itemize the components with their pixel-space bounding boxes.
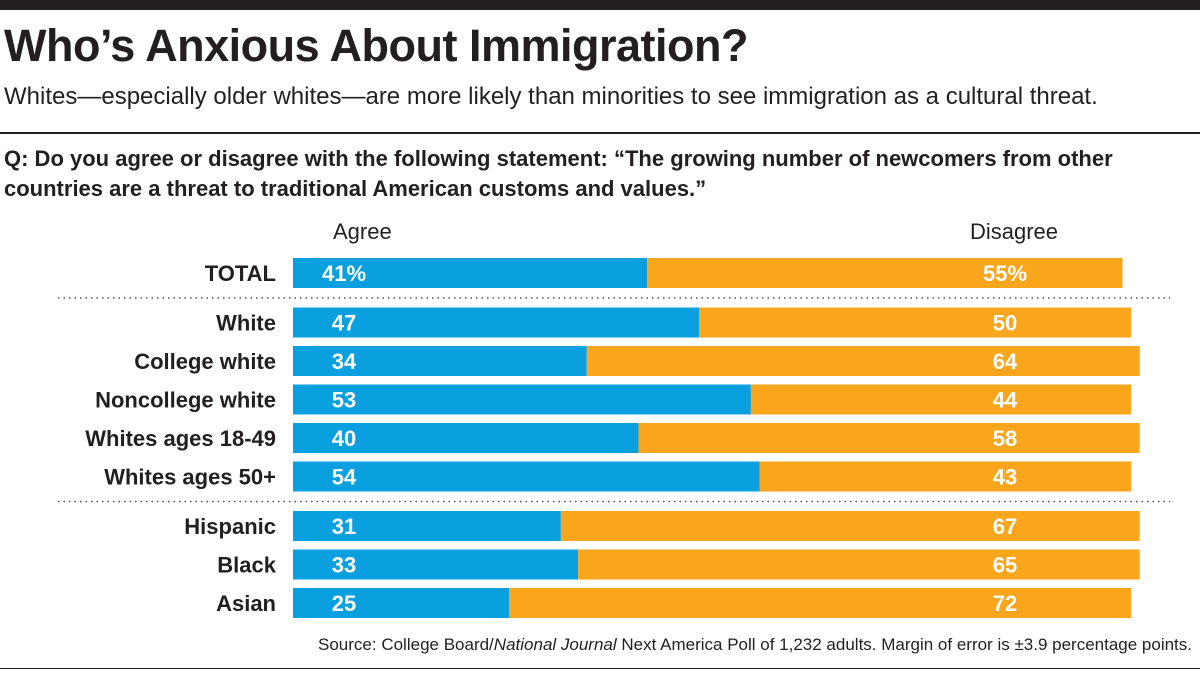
source-note: Source: College Board/National Journal N… xyxy=(318,632,1192,658)
row-category-label: Hispanic xyxy=(184,514,276,539)
disagree-value-label: 67 xyxy=(993,514,1017,539)
agree-bar xyxy=(293,307,700,338)
agree-column-header: Agree xyxy=(333,219,392,244)
disagree-bar xyxy=(638,423,1140,453)
row-category-label: TOTAL xyxy=(205,261,276,286)
agree-bar xyxy=(293,346,587,376)
agree-bar xyxy=(293,423,639,453)
row-category-label: Whites ages 50+ xyxy=(104,465,276,490)
source-prefix: Source: College Board/ xyxy=(318,635,494,654)
agree-value-label: 47 xyxy=(332,311,356,336)
disagree-value-label: 50 xyxy=(993,311,1017,336)
disagree-value-label: 72 xyxy=(993,591,1017,616)
agree-bar xyxy=(293,588,509,618)
survey-question: Q: Do you agree or disagree with the fol… xyxy=(4,146,1113,201)
row-category-label: Asian xyxy=(216,591,276,616)
disagree-bar xyxy=(759,461,1132,492)
top-rule xyxy=(0,0,1200,10)
stacked-bar-chart: Agree Disagree TOTAL 41% 55% White 47 50 College… xyxy=(58,219,1170,618)
disagree-bar xyxy=(750,384,1132,415)
row-category-label: Noncollege white xyxy=(95,388,276,413)
row-category-label: White xyxy=(216,311,276,336)
bottom-rule xyxy=(0,668,1200,669)
agree-bar xyxy=(293,461,760,492)
agree-value-label: 31 xyxy=(332,514,356,539)
disagree-column-header: Disagree xyxy=(970,219,1058,244)
disagree-bar xyxy=(586,346,1140,376)
agree-value-label: 40 xyxy=(332,426,356,451)
source-publication: National Journal xyxy=(493,635,617,654)
agree-value-label: 54 xyxy=(332,465,357,490)
agree-bar xyxy=(293,511,561,541)
agree-bar xyxy=(293,549,579,580)
disagree-value-label: 43 xyxy=(993,465,1017,490)
row-category-label: Black xyxy=(217,553,276,578)
source-suffix: Next America Poll of 1,232 adults. Margi… xyxy=(616,635,1192,654)
disagree-bar xyxy=(647,258,1123,288)
disagree-value-label: 55% xyxy=(983,261,1027,286)
disagree-value-label: 65 xyxy=(993,553,1017,578)
agree-value-label: 53 xyxy=(332,388,356,413)
chart-title: Who’s Anxious About Immigration? xyxy=(4,20,748,71)
agree-value-label: 25 xyxy=(332,591,356,616)
disagree-value-label: 64 xyxy=(993,349,1018,374)
agree-value-label: 41% xyxy=(322,261,366,286)
chart-subtitle: Whites—especially older whites—are more … xyxy=(4,83,1098,110)
agree-value-label: 34 xyxy=(332,349,357,374)
disagree-bar xyxy=(578,549,1140,580)
disagree-bar xyxy=(509,588,1132,618)
disagree-bar xyxy=(699,307,1132,338)
row-category-label: College white xyxy=(134,349,276,374)
agree-value-label: 33 xyxy=(332,553,356,578)
header-divider xyxy=(0,132,1200,134)
agree-bar xyxy=(293,384,751,415)
agree-bar xyxy=(293,258,648,288)
disagree-value-label: 58 xyxy=(993,426,1017,451)
disagree-value-label: 44 xyxy=(993,388,1018,413)
disagree-bar xyxy=(560,511,1140,541)
row-category-label: Whites ages 18-49 xyxy=(85,426,276,451)
